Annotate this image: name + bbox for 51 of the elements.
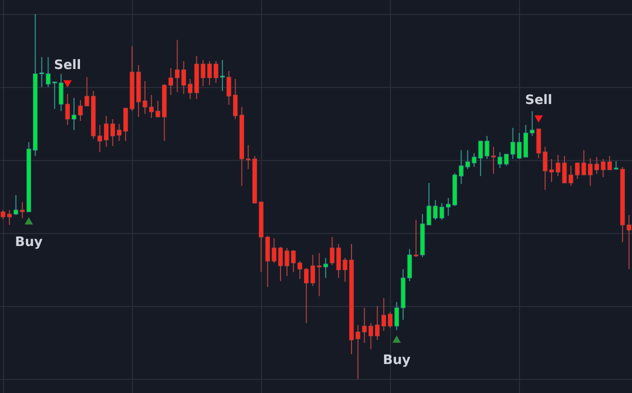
candlestick — [414, 219, 418, 258]
candlestick — [65, 93, 70, 126]
candlestick — [20, 201, 25, 219]
candlestick — [181, 60, 186, 94]
candlestick — [310, 254, 316, 286]
candlestick — [316, 252, 322, 297]
candlestick — [330, 236, 334, 266]
candlestick — [516, 132, 522, 160]
candlestick — [72, 97, 76, 131]
candlestick — [594, 156, 600, 174]
candlestick — [39, 56, 44, 88]
candlestick — [58, 73, 64, 112]
candlestick — [168, 68, 174, 96]
annotation: Sell — [525, 92, 552, 108]
candlestick — [298, 260, 302, 280]
candlestick — [588, 158, 593, 186]
candlestick — [14, 194, 18, 216]
candlestick — [220, 59, 225, 92]
candlestick — [530, 110, 534, 136]
candlestick — [304, 268, 309, 324]
annotation: Buy — [382, 353, 412, 368]
candlestick — [407, 248, 412, 282]
candlestick — [52, 81, 57, 110]
candlestick — [375, 306, 380, 340]
candlestick — [174, 39, 180, 93]
annotation: Buy — [14, 234, 44, 250]
candlestick — [440, 202, 444, 220]
candlestick — [607, 155, 612, 170]
candlestick — [226, 70, 232, 106]
candlestick — [98, 124, 102, 152]
candlestick — [233, 78, 238, 120]
candlestick — [323, 257, 328, 278]
candlestick — [110, 118, 116, 147]
candlestick — [46, 56, 50, 88]
candlestick — [394, 301, 399, 331]
candlestick — [104, 115, 109, 148]
candlestick — [491, 146, 496, 174]
candlestick — [458, 150, 464, 185]
candlestick — [575, 162, 580, 180]
annotation: Sell — [54, 58, 82, 73]
candlestick — [381, 297, 386, 332]
candlestick — [388, 311, 393, 328]
candlestick — [465, 150, 470, 170]
candlestick — [246, 144, 251, 170]
candlestick — [510, 127, 516, 160]
candlestick — [188, 78, 192, 100]
candlestick — [368, 322, 374, 350]
candlestick — [582, 150, 586, 176]
candlestick — [446, 197, 451, 216]
candlestick — [600, 158, 606, 178]
candlestick — [116, 123, 122, 142]
